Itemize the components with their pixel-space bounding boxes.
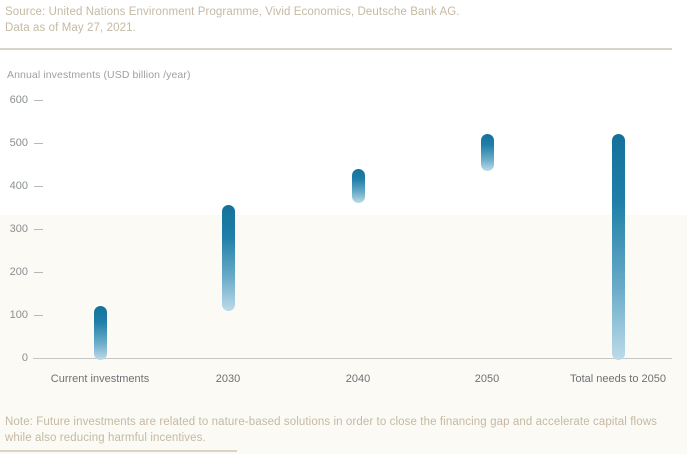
y-tick-dash [34, 229, 43, 230]
y-tick-label: 200 [9, 265, 28, 278]
source-attribution-line2: Data as of May 27, 2021. [5, 22, 136, 34]
note-line2: while also reducing harmful incentives. [5, 432, 206, 444]
y-tick-dash [34, 100, 43, 101]
y-tick-label: 0 [21, 351, 28, 364]
x-category-label: 2050 [474, 373, 500, 385]
y-tick-dash [34, 315, 43, 316]
bottom-divider [0, 450, 237, 452]
source-attribution-line1: Source: United Nations Environment Progr… [5, 6, 460, 18]
note-line1: Note: Future investments are related to … [5, 416, 657, 428]
y-tick-dash [34, 143, 43, 144]
x-category-label: Current investments [50, 373, 150, 385]
x-category-label: 2030 [215, 373, 241, 385]
x-category-label: Total needs to 2050 [569, 373, 667, 385]
y-tick-label: 500 [9, 136, 28, 149]
bar-capsule [480, 134, 494, 171]
chart-axis-title: Annual investments (USD billion /year) [7, 69, 191, 81]
bar-capsule [351, 168, 365, 204]
y-tick-label: 300 [9, 222, 28, 235]
bar-capsule [221, 205, 235, 311]
bar-capsule [93, 306, 107, 360]
x-category-label: 2040 [345, 373, 371, 385]
background-tint [0, 215, 687, 454]
x-axis-line [33, 358, 672, 359]
y-tick-dash [34, 186, 43, 187]
top-divider [0, 48, 672, 50]
y-tick-label: 400 [9, 179, 28, 192]
y-tick-label: 600 [9, 93, 28, 106]
bar-capsule [611, 134, 625, 360]
y-tick-dash [34, 272, 43, 273]
y-tick-label: 100 [9, 308, 28, 321]
